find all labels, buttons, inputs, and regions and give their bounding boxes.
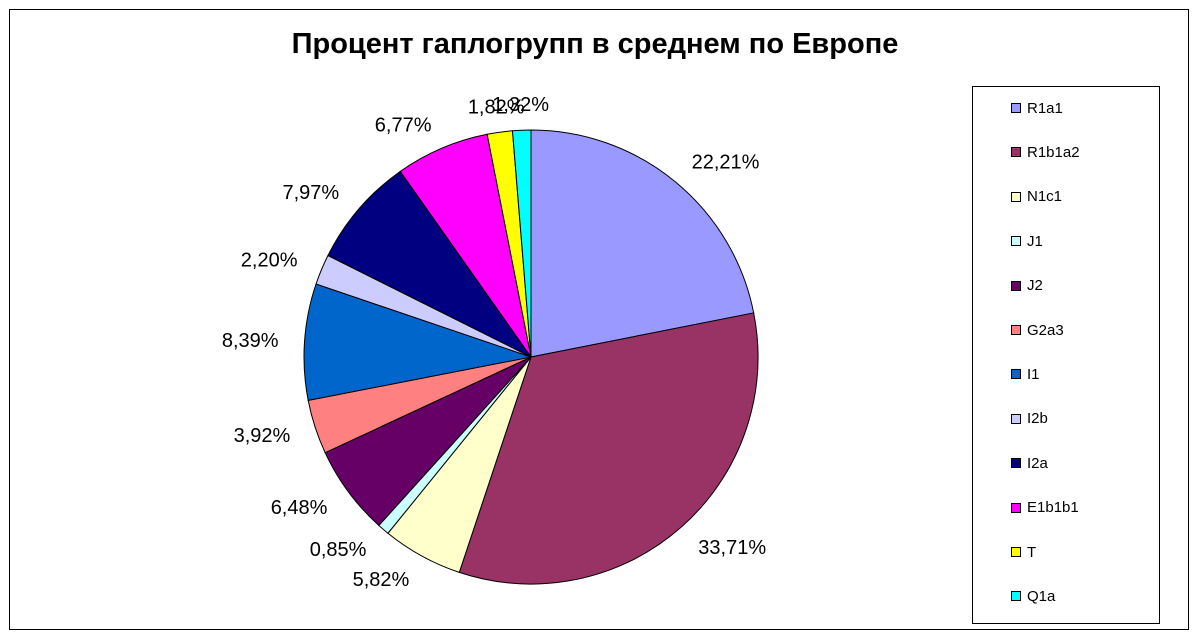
legend-label: J2 (1027, 277, 1043, 295)
pie-slice-q1a (511, 129, 532, 358)
slice-label-e1b1b1: 6,77% (375, 114, 432, 136)
legend-item-i2b: I2b (1011, 409, 1048, 429)
slice-label-r1b1a2: 33,71% (698, 537, 766, 559)
pie-slice-i2a (327, 170, 532, 358)
slice-label-r1a1: 22,21% (692, 152, 760, 174)
legend-item-i2a: I2a (1011, 453, 1048, 473)
legend-item-r1a1: R1a1 (1011, 98, 1063, 118)
legend-swatch (1011, 547, 1021, 557)
pie-slice-r1a1 (530, 129, 755, 358)
slice-label-j2: 6,48% (271, 497, 328, 519)
slice-label-i1: 8,39% (222, 330, 279, 352)
legend-label: I2a (1027, 454, 1048, 472)
legend-swatch (1011, 103, 1021, 113)
slice-label-t: 1,82% (468, 96, 525, 118)
legend-label: N1c1 (1027, 188, 1063, 206)
slice-label-i2a: 7,97% (282, 182, 339, 204)
legend-item-g2a3: G2a3 (1011, 320, 1064, 340)
legend: R1a1 R1b1a2 N1c1 J1 J2 G2a3 I1 I2b I2a E1b1b1 T Q1a (972, 86, 1160, 624)
legend-swatch (1011, 236, 1021, 247)
slice-label-i2b: 2,20% (241, 250, 298, 272)
slice-label-q1a: 1,32% (492, 94, 549, 116)
legend-item-j2: J2 (1011, 276, 1043, 296)
legend-label: T (1027, 543, 1037, 561)
legend-label: E1b1b1 (1027, 499, 1079, 517)
slice-label-j1: 0,85% (310, 539, 367, 561)
legend-item-r1b1a2: R1b1a2 (1011, 142, 1080, 162)
chart-title: Процент гаплогрупп в среднем по Европе (291, 28, 899, 60)
legend-item-q1a: Q1a (1011, 586, 1055, 606)
legend-item-n1c1: N1c1 (1011, 187, 1062, 207)
legend-swatch (1011, 191, 1021, 202)
slice-label-g2a3: 3,92% (234, 425, 291, 447)
legend-item-j1: J1 (1011, 231, 1043, 251)
legend-item-i1: I1 (1011, 364, 1040, 384)
legend-swatch (1011, 458, 1021, 469)
legend-swatch (1011, 325, 1021, 335)
legend-label: R1b1a2 (1027, 143, 1080, 161)
legend-label: J1 (1027, 232, 1043, 250)
legend-label: I2b (1027, 410, 1048, 428)
legend-label: I1 (1027, 365, 1040, 383)
legend-swatch (1011, 413, 1021, 424)
legend-item-t: T (1011, 542, 1036, 562)
legend-label: G2a3 (1027, 321, 1064, 339)
pie-slice-i1 (303, 283, 533, 401)
legend-swatch (1011, 591, 1021, 602)
legend-swatch (1011, 280, 1021, 291)
legend-label: Q1a (1027, 587, 1056, 605)
pie-slice-r1b1a2 (458, 312, 759, 585)
legend-label: R1a1 (1027, 99, 1063, 117)
legend-swatch (1011, 369, 1021, 380)
legend-swatch (1011, 147, 1021, 158)
slice-label-n1c1: 5,82% (353, 569, 410, 591)
legend-item-e1b1b1: E1b1b1 (1011, 498, 1079, 518)
legend-swatch (1011, 502, 1021, 513)
